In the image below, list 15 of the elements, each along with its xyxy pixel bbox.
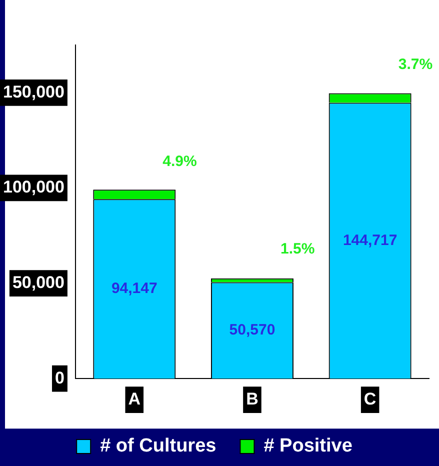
y-tick-label: 150,000 — [3, 82, 64, 102]
data-label: 144,717 — [342, 232, 398, 249]
legend-label: # of Cultures — [100, 436, 216, 457]
legend-label: # Positive — [264, 436, 352, 457]
annotation: 1.5% — [280, 240, 315, 258]
y-tick-label: 50,000 — [12, 272, 64, 292]
annotation: 4.9% — [162, 153, 197, 170]
data-label: 50,570 — [229, 322, 276, 339]
y-tick-label: 0 — [54, 368, 64, 388]
y-tick-label: 100,000 — [3, 178, 64, 197]
x-tick-label: C — [364, 389, 376, 408]
x-tick-label: B — [246, 389, 258, 408]
x-tick-label: A — [128, 389, 141, 408]
annotation: 3.7% — [398, 56, 433, 73]
data-label: 94,147 — [111, 280, 158, 298]
